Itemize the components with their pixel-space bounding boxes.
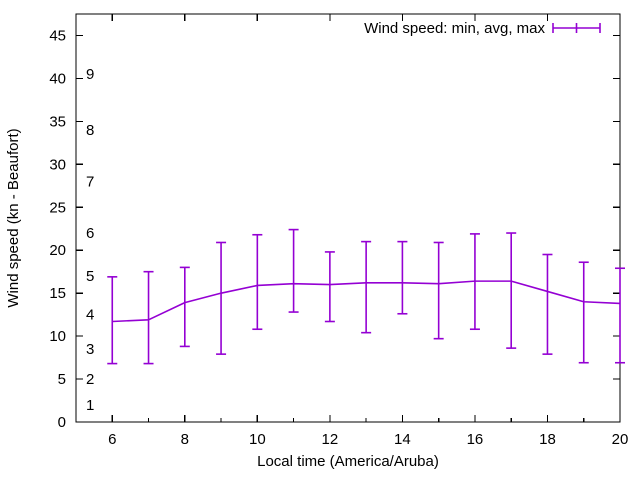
plot-frame bbox=[75, 13, 621, 423]
legend-entry-label: Wind speed: min, avg, max bbox=[364, 20, 545, 37]
beaufort-axis-tick-labels: 1 2 3 4 5 6 7 8 9 bbox=[86, 66, 94, 414]
error-bar bbox=[179, 266, 190, 348]
x-tick-label: 16 bbox=[467, 431, 484, 448]
error-bar bbox=[252, 233, 263, 331]
x-axis-tick-labels: 6 8 10 12 14 16 18 20 bbox=[108, 431, 628, 448]
y-tick-label: 30 bbox=[49, 156, 66, 173]
y-tick-label: 15 bbox=[49, 285, 66, 302]
y-tick-label: 10 bbox=[49, 328, 66, 345]
y-tick-label: 0 bbox=[58, 414, 66, 431]
beaufort-tick-label: 7 bbox=[86, 173, 94, 190]
y-axis-ticks bbox=[76, 34, 620, 423]
beaufort-tick-label: 6 bbox=[86, 225, 94, 242]
error-bar bbox=[542, 253, 553, 355]
error-bar bbox=[107, 276, 118, 365]
y-axis-tick-labels: 0 5 10 15 20 25 30 35 40 45 bbox=[49, 27, 66, 431]
x-tick-label: 8 bbox=[181, 431, 189, 448]
beaufort-tick-label: 9 bbox=[86, 66, 94, 83]
beaufort-tick-label: 2 bbox=[86, 371, 94, 388]
x-tick-label: 18 bbox=[539, 431, 556, 448]
error-bar bbox=[143, 270, 154, 365]
x-tick-label: 10 bbox=[249, 431, 266, 448]
y-tick-label: 25 bbox=[49, 199, 66, 216]
beaufort-tick-label: 5 bbox=[86, 268, 94, 285]
x-tick-label: 20 bbox=[612, 431, 629, 448]
error-bar bbox=[288, 228, 299, 313]
x-axis-ticks bbox=[111, 14, 621, 422]
average-wind-speed-line bbox=[112, 280, 621, 323]
y-tick-label: 45 bbox=[49, 27, 66, 44]
beaufort-tick-label: 3 bbox=[86, 341, 94, 358]
beaufort-tick-label: 1 bbox=[86, 397, 94, 414]
y-tick-label: 5 bbox=[58, 371, 66, 388]
error-bars-group bbox=[107, 228, 625, 365]
x-axis-title: Local time (America/Aruba) bbox=[257, 453, 439, 470]
x-tick-label: 6 bbox=[108, 431, 116, 448]
legend-errorbar-marker bbox=[552, 23, 601, 33]
error-bar bbox=[578, 261, 589, 364]
error-bar bbox=[397, 240, 408, 315]
x-tick-label: 14 bbox=[394, 431, 411, 448]
error-bar bbox=[324, 251, 335, 323]
legend: Wind speed: min, avg, max bbox=[364, 20, 601, 37]
error-bar bbox=[216, 241, 227, 355]
beaufort-tick-label: 8 bbox=[86, 122, 94, 139]
y-tick-label: 35 bbox=[49, 113, 66, 130]
y-axis-title: Wind speed (kn - Beaufort) bbox=[5, 128, 22, 307]
error-bar bbox=[433, 241, 444, 340]
beaufort-tick-label: 4 bbox=[86, 307, 94, 324]
y-tick-label: 20 bbox=[49, 242, 66, 259]
error-bar bbox=[361, 240, 372, 334]
y-tick-label: 40 bbox=[49, 70, 66, 87]
error-bar bbox=[506, 232, 517, 349]
error-bar bbox=[615, 267, 625, 364]
x-tick-label: 12 bbox=[322, 431, 339, 448]
